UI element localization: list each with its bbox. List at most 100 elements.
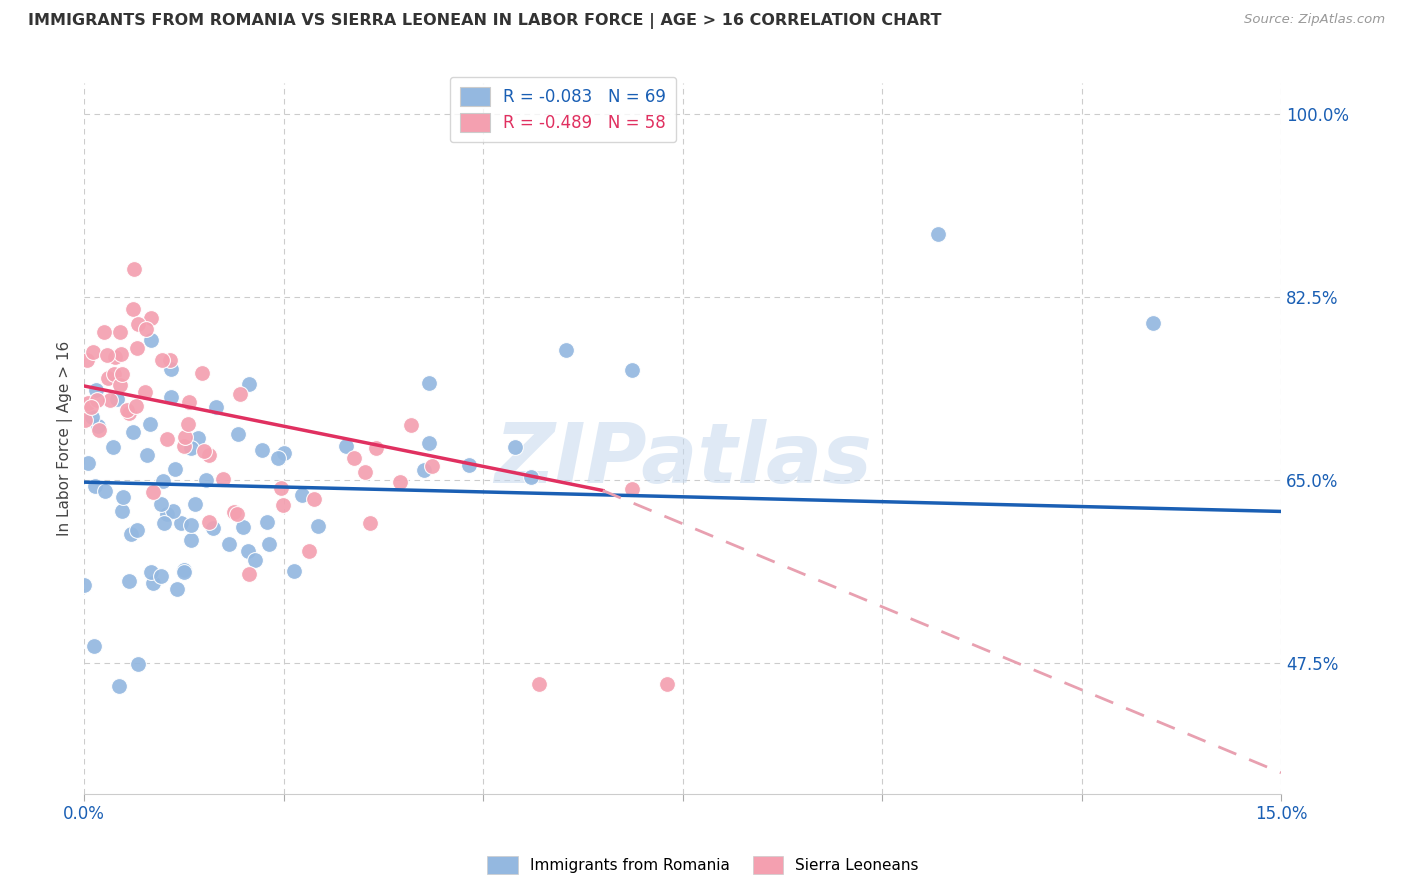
Point — [153, 516, 176, 530]
Point — [110, 347, 132, 361]
Point — [198, 515, 221, 529]
Point — [82, 345, 104, 359]
Point — [87, 423, 110, 437]
Point — [166, 582, 188, 596]
Point — [83, 639, 105, 653]
Point — [127, 523, 149, 537]
Point — [170, 516, 193, 530]
Point — [257, 537, 280, 551]
Point — [156, 507, 179, 521]
Point — [120, 526, 142, 541]
Point — [104, 350, 127, 364]
Point — [232, 520, 254, 534]
Point — [127, 657, 149, 671]
Point — [457, 458, 479, 472]
Point — [163, 462, 186, 476]
Legend: Immigrants from Romania, Sierra Leoneans: Immigrants from Romania, Sierra Leoneans — [481, 850, 925, 880]
Point — [364, 442, 387, 456]
Point — [343, 451, 366, 466]
Point — [155, 433, 177, 447]
Point — [77, 456, 100, 470]
Point — [162, 503, 184, 517]
Point — [135, 322, 157, 336]
Point — [160, 391, 183, 405]
Point — [388, 475, 411, 490]
Point — [304, 491, 326, 506]
Point — [620, 482, 643, 496]
Point — [236, 543, 259, 558]
Point — [238, 377, 260, 392]
Point — [212, 472, 235, 486]
Point — [122, 302, 145, 317]
Point — [193, 444, 215, 458]
Point — [174, 430, 197, 444]
Point — [927, 227, 949, 242]
Point — [125, 400, 148, 414]
Point — [118, 406, 141, 420]
Point — [291, 488, 314, 502]
Point — [141, 333, 163, 347]
Point — [98, 393, 121, 408]
Point — [111, 504, 134, 518]
Point — [187, 430, 209, 444]
Point — [122, 425, 145, 440]
Point — [202, 521, 225, 535]
Point — [179, 395, 201, 409]
Point — [256, 515, 278, 529]
Point — [198, 448, 221, 462]
Point — [267, 451, 290, 466]
Text: IMMIGRANTS FROM ROMANIA VS SIERRA LEONEAN IN LABOR FORCE | AGE > 16 CORRELATION : IMMIGRANTS FROM ROMANIA VS SIERRA LEONEA… — [28, 13, 942, 29]
Point — [150, 353, 173, 368]
Point — [273, 446, 295, 460]
Point — [205, 400, 228, 414]
Point — [80, 400, 103, 414]
Point — [82, 410, 104, 425]
Point — [93, 325, 115, 339]
Point — [250, 443, 273, 458]
Point — [76, 353, 98, 368]
Point — [271, 498, 294, 512]
Point — [413, 463, 436, 477]
Point — [87, 418, 110, 433]
Point — [127, 317, 149, 331]
Point — [335, 439, 357, 453]
Point — [503, 440, 526, 454]
Point — [190, 366, 212, 380]
Point — [520, 469, 543, 483]
Point — [621, 363, 644, 377]
Point — [107, 679, 129, 693]
Point — [122, 262, 145, 277]
Point — [159, 353, 181, 368]
Point — [134, 384, 156, 399]
Point — [218, 537, 240, 551]
Point — [142, 576, 165, 591]
Point — [127, 342, 149, 356]
Point — [150, 497, 173, 511]
Legend: R = -0.083   N = 69, R = -0.489   N = 58: R = -0.083 N = 69, R = -0.489 N = 58 — [450, 77, 676, 142]
Point — [180, 441, 202, 455]
Point — [138, 417, 160, 431]
Point — [270, 481, 292, 495]
Point — [84, 479, 107, 493]
Point — [149, 568, 172, 582]
Point — [141, 310, 163, 325]
Point — [159, 362, 181, 376]
Point — [226, 426, 249, 441]
Point — [1142, 316, 1164, 330]
Point — [73, 578, 96, 592]
Point — [173, 565, 195, 579]
Point — [111, 368, 134, 382]
Point — [298, 543, 321, 558]
Point — [96, 347, 118, 361]
Point — [108, 325, 131, 339]
Point — [307, 519, 329, 533]
Point — [94, 484, 117, 499]
Point — [399, 418, 422, 433]
Point — [105, 392, 128, 407]
Point — [142, 485, 165, 500]
Point — [359, 516, 381, 530]
Point — [418, 376, 440, 390]
Point — [75, 413, 97, 427]
Point — [283, 564, 305, 578]
Point — [111, 490, 134, 504]
